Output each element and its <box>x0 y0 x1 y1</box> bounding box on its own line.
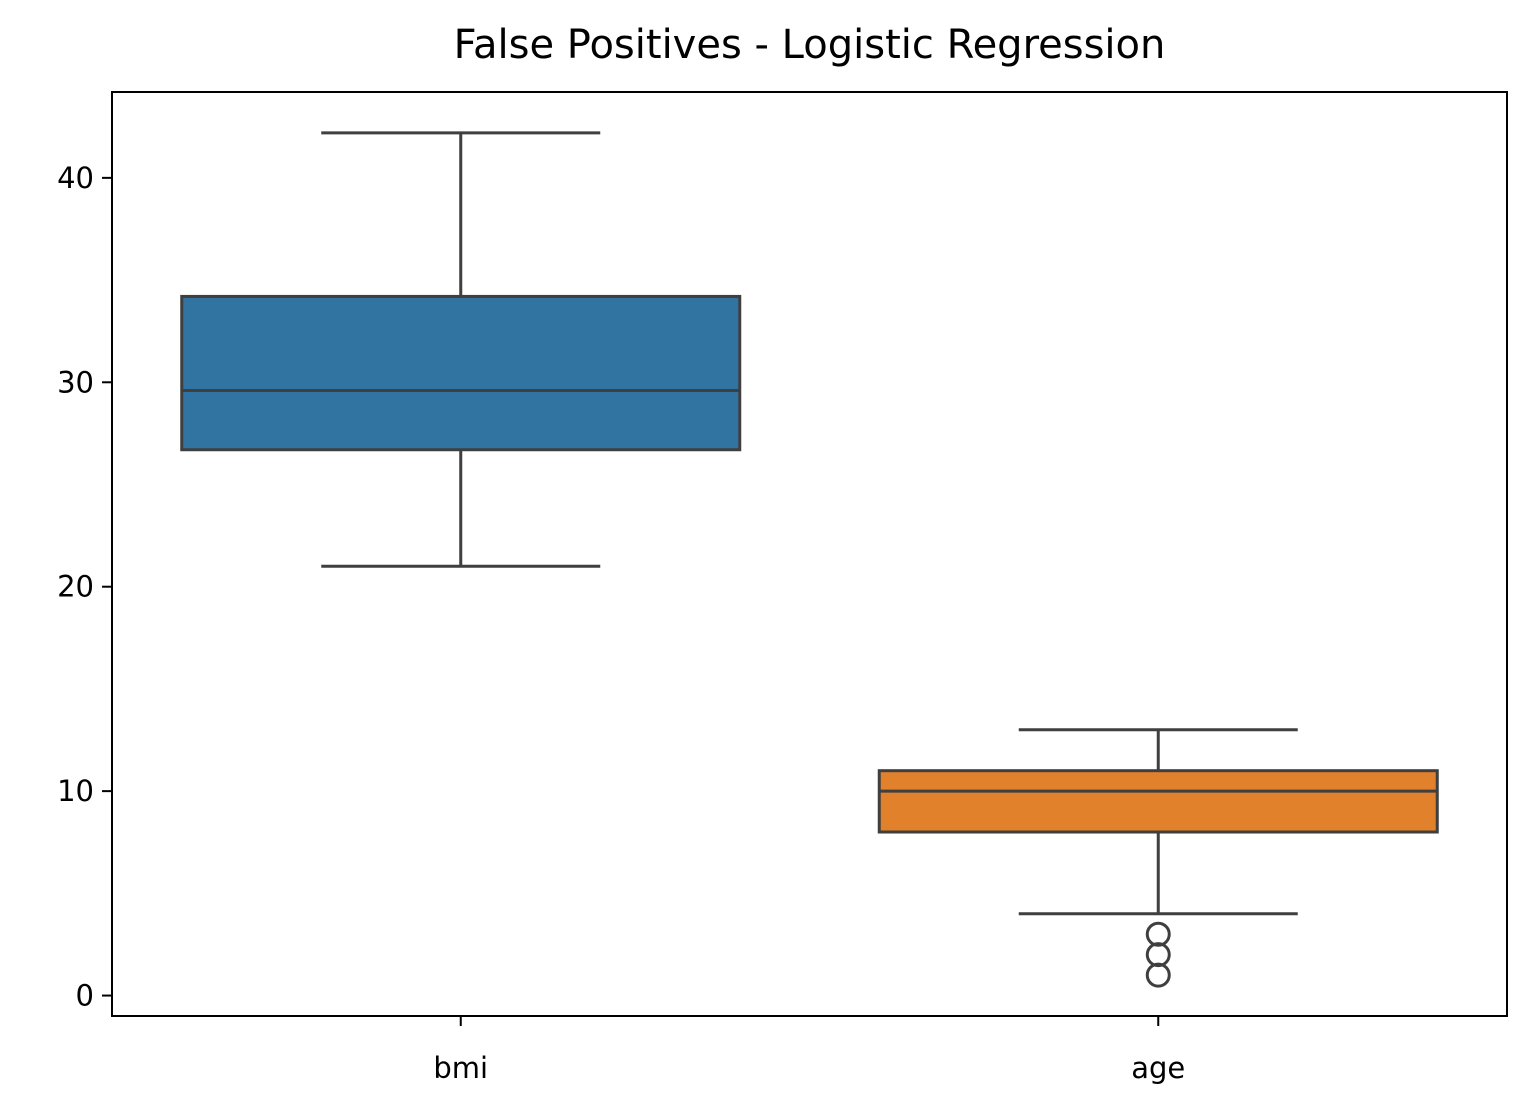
x-axis: bmi age <box>433 1016 1185 1085</box>
outlier-point <box>1145 942 1171 968</box>
outlier-point <box>1145 921 1171 947</box>
y-tick-label: 0 <box>76 979 94 1013</box>
chart-title: False Positives - Logistic Regression <box>453 22 1166 68</box>
outlier-point <box>1145 962 1171 988</box>
box-group-age <box>877 728 1439 988</box>
box-age <box>877 769 1439 834</box>
y-tick-label: 40 <box>57 161 94 195</box>
x-tick-label-bmi: bmi <box>433 1051 488 1085</box>
x-tick-label-age: age <box>1131 1051 1185 1085</box>
boxes-layer <box>180 131 1439 988</box>
y-tick-label: 10 <box>57 774 94 808</box>
y-tick-label: 20 <box>57 570 94 604</box>
plot-frame <box>111 91 1508 1017</box>
y-tick-label: 30 <box>57 365 94 399</box>
box-bmi <box>180 294 742 452</box>
y-axis: 0 10 20 30 40 <box>57 161 112 1013</box>
box-group-bmi <box>180 131 742 568</box>
